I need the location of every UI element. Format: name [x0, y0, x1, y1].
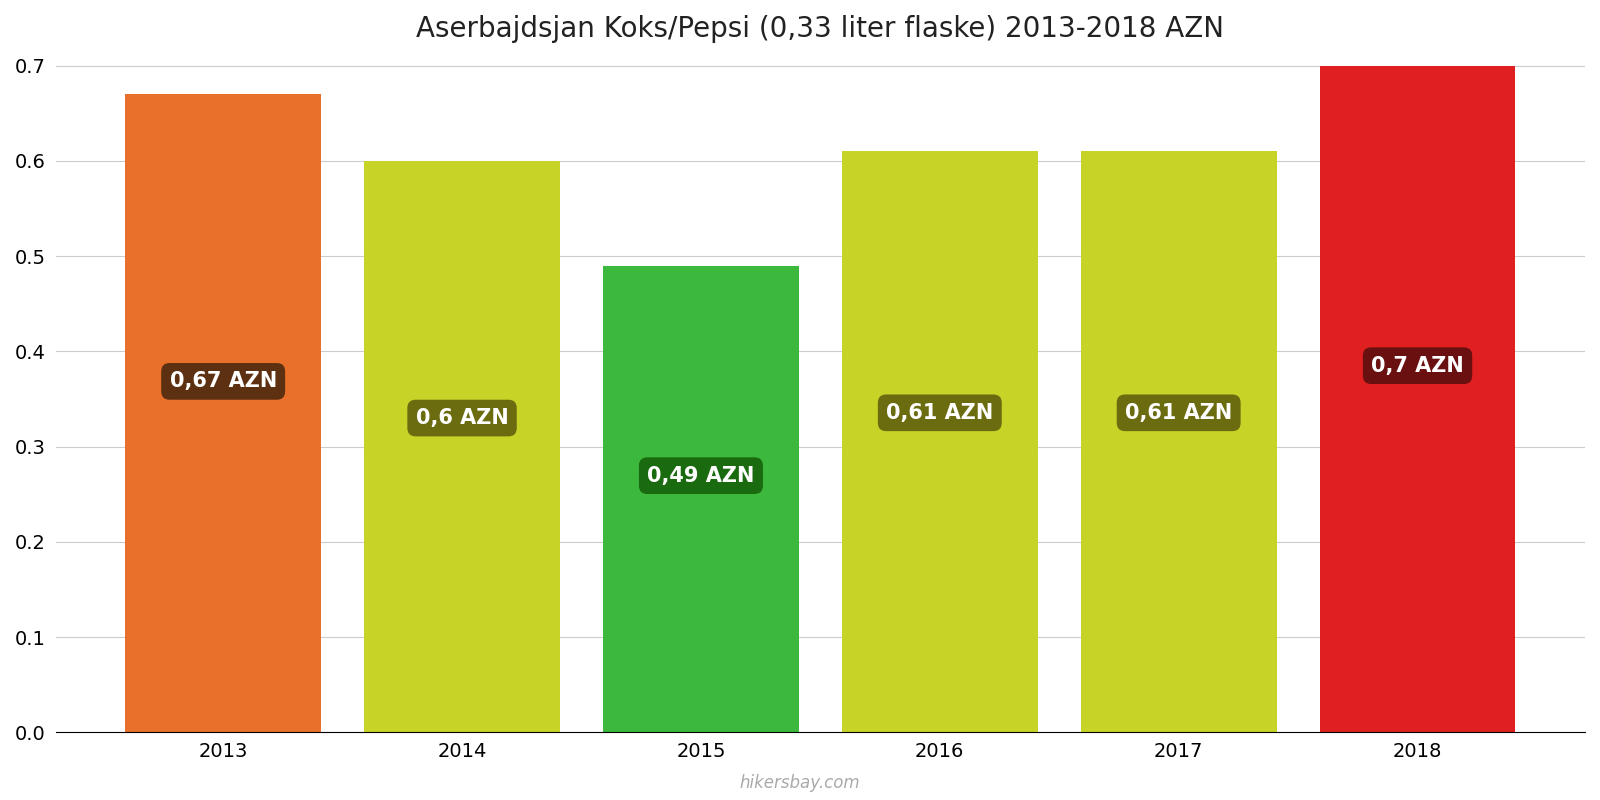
- Bar: [1080, 151, 1277, 732]
- Text: 0,49 AZN: 0,49 AZN: [648, 466, 755, 486]
- Text: 0,7 AZN: 0,7 AZN: [1371, 356, 1464, 376]
- Text: hikersbay.com: hikersbay.com: [739, 774, 861, 792]
- Text: 0,61 AZN: 0,61 AZN: [886, 403, 994, 423]
- Bar: [842, 151, 1038, 732]
- Text: 0,67 AZN: 0,67 AZN: [170, 371, 277, 391]
- Text: 0,6 AZN: 0,6 AZN: [416, 408, 509, 428]
- Title: Aserbajdsjan Koks/Pepsi (0,33 liter flaske) 2013-2018 AZN: Aserbajdsjan Koks/Pepsi (0,33 liter flas…: [416, 15, 1224, 43]
- Bar: [125, 94, 322, 732]
- Bar: [603, 266, 798, 732]
- Text: 0,61 AZN: 0,61 AZN: [1125, 403, 1232, 423]
- Bar: [1320, 66, 1515, 732]
- Bar: [365, 161, 560, 732]
